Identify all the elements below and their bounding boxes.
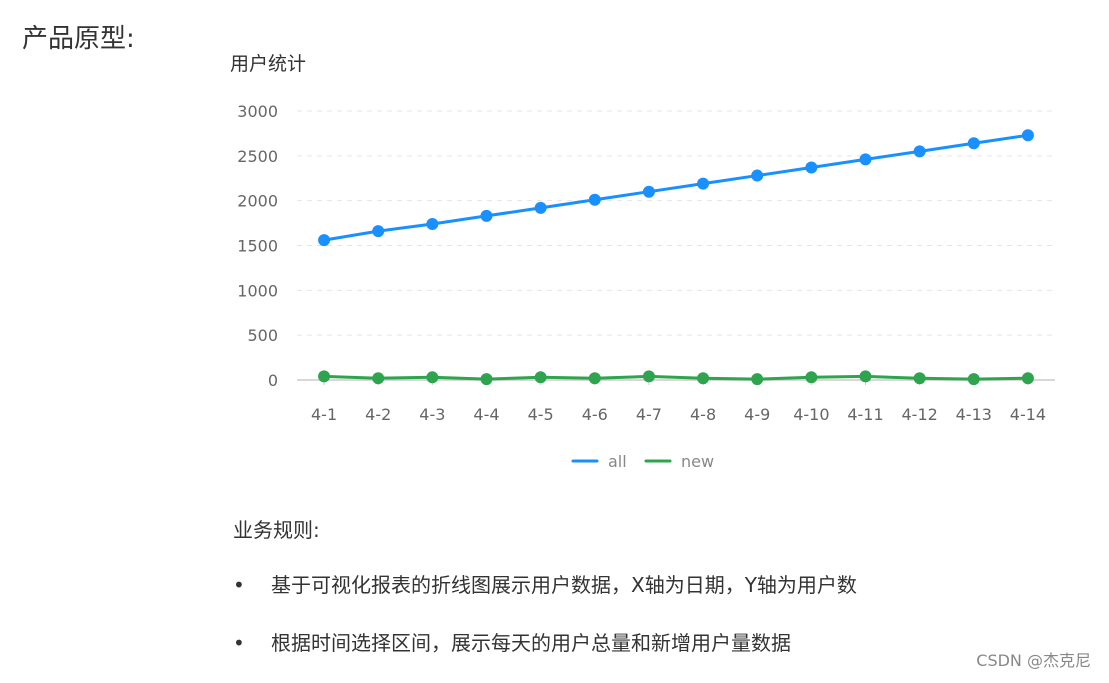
bullet-icon: • bbox=[233, 573, 245, 597]
rule-text: 基于可视化报表的折线图展示用户数据，X轴为日期，Y轴为用户数 bbox=[271, 573, 857, 597]
data-point-all[interactable] bbox=[751, 169, 764, 182]
data-point-all[interactable] bbox=[642, 185, 655, 198]
x-tick-label: 4-6 bbox=[582, 405, 608, 424]
rule-item: • 基于可视化报表的折线图展示用户数据，X轴为日期，Y轴为用户数 bbox=[233, 566, 857, 624]
data-point-all[interactable] bbox=[913, 145, 926, 158]
series-layer bbox=[318, 129, 1034, 386]
axis-layer: 3000 2500 2000 1500 1000 500 0 4-1 4-2 4-3 4-4 4-5 4… bbox=[237, 102, 1055, 424]
data-point-all[interactable] bbox=[805, 161, 818, 174]
legend-item-all[interactable]: all bbox=[571, 452, 627, 471]
data-point-new[interactable] bbox=[967, 373, 980, 386]
x-tick-label: 4-3 bbox=[419, 405, 445, 424]
legend-label: all bbox=[608, 452, 627, 471]
data-point-all[interactable] bbox=[859, 153, 872, 166]
data-point-new[interactable] bbox=[534, 371, 547, 384]
data-point-new[interactable] bbox=[588, 372, 601, 385]
x-tick-label: 4-4 bbox=[473, 405, 499, 424]
y-tick-label: 2000 bbox=[237, 192, 278, 211]
data-point-new[interactable] bbox=[642, 370, 655, 383]
data-point-all[interactable] bbox=[1021, 129, 1034, 142]
data-point-new[interactable] bbox=[318, 370, 331, 383]
grid-layer bbox=[297, 110, 1055, 336]
data-point-new[interactable] bbox=[859, 370, 872, 383]
legend[interactable]: all new bbox=[571, 452, 714, 471]
data-point-all[interactable] bbox=[697, 177, 710, 190]
page-heading: 产品原型: bbox=[22, 24, 135, 54]
data-point-new[interactable] bbox=[805, 371, 818, 384]
y-tick-label: 0 bbox=[268, 371, 278, 390]
x-tick-label: 4-7 bbox=[636, 405, 662, 424]
rules-title: 业务规则: bbox=[233, 518, 320, 542]
x-tick-label: 4-5 bbox=[528, 405, 554, 424]
rules-list: • 基于可视化报表的折线图展示用户数据，X轴为日期，Y轴为用户数 • 根据时间选… bbox=[233, 566, 857, 682]
data-point-new[interactable] bbox=[426, 371, 439, 384]
user-stats-chart: 用户统计 3000 2500 2000 1500 1000 500 0 4-1 4-2 4-3 4-… bbox=[230, 53, 1055, 471]
data-point-new[interactable] bbox=[913, 372, 926, 385]
data-point-all[interactable] bbox=[588, 193, 601, 206]
data-point-all[interactable] bbox=[372, 225, 385, 238]
rule-item: • 根据时间选择区间，展示每天的用户总量和新增用户量数据 bbox=[233, 624, 857, 682]
legend-label: new bbox=[681, 452, 714, 471]
data-point-all[interactable] bbox=[967, 137, 980, 150]
data-point-new[interactable] bbox=[480, 373, 493, 386]
data-point-all[interactable] bbox=[480, 209, 493, 222]
x-tick-label: 4-1 bbox=[311, 405, 337, 424]
data-point-all[interactable] bbox=[426, 217, 439, 230]
x-tick-label: 4-2 bbox=[365, 405, 391, 424]
bullet-icon: • bbox=[233, 631, 245, 655]
y-tick-label: 1500 bbox=[237, 237, 278, 256]
x-tick-label: 4-8 bbox=[690, 405, 716, 424]
x-tick-label: 4-12 bbox=[901, 405, 937, 424]
y-tick-label: 500 bbox=[247, 326, 278, 345]
x-tick-label: 4-10 bbox=[793, 405, 829, 424]
chart-title: 用户统计 bbox=[230, 53, 306, 75]
data-point-new[interactable] bbox=[372, 372, 385, 385]
series-line-new bbox=[324, 374, 1028, 381]
x-tick-label: 4-11 bbox=[847, 405, 883, 424]
data-point-all[interactable] bbox=[318, 234, 331, 247]
rule-text: 根据时间选择区间，展示每天的用户总量和新增用户量数据 bbox=[271, 631, 791, 655]
watermark: CSDN @杰克尼 bbox=[976, 651, 1091, 670]
chart-area: 用户统计 3000 2500 2000 1500 1000 500 0 4-1 4-2 4-3 4-… bbox=[230, 53, 1055, 471]
data-point-new[interactable] bbox=[751, 373, 764, 386]
series-line-all bbox=[323, 133, 1029, 242]
data-point-new[interactable] bbox=[1021, 372, 1034, 385]
data-point-new[interactable] bbox=[697, 372, 710, 385]
x-tick-label: 4-14 bbox=[1010, 405, 1046, 424]
y-tick-label: 2500 bbox=[237, 147, 278, 166]
x-tick-label: 4-9 bbox=[744, 405, 770, 424]
legend-item-new[interactable]: new bbox=[644, 452, 714, 471]
y-tick-label: 3000 bbox=[237, 102, 278, 121]
y-tick-label: 1000 bbox=[237, 281, 278, 300]
x-tick-label: 4-13 bbox=[956, 405, 992, 424]
data-point-all[interactable] bbox=[534, 201, 547, 214]
